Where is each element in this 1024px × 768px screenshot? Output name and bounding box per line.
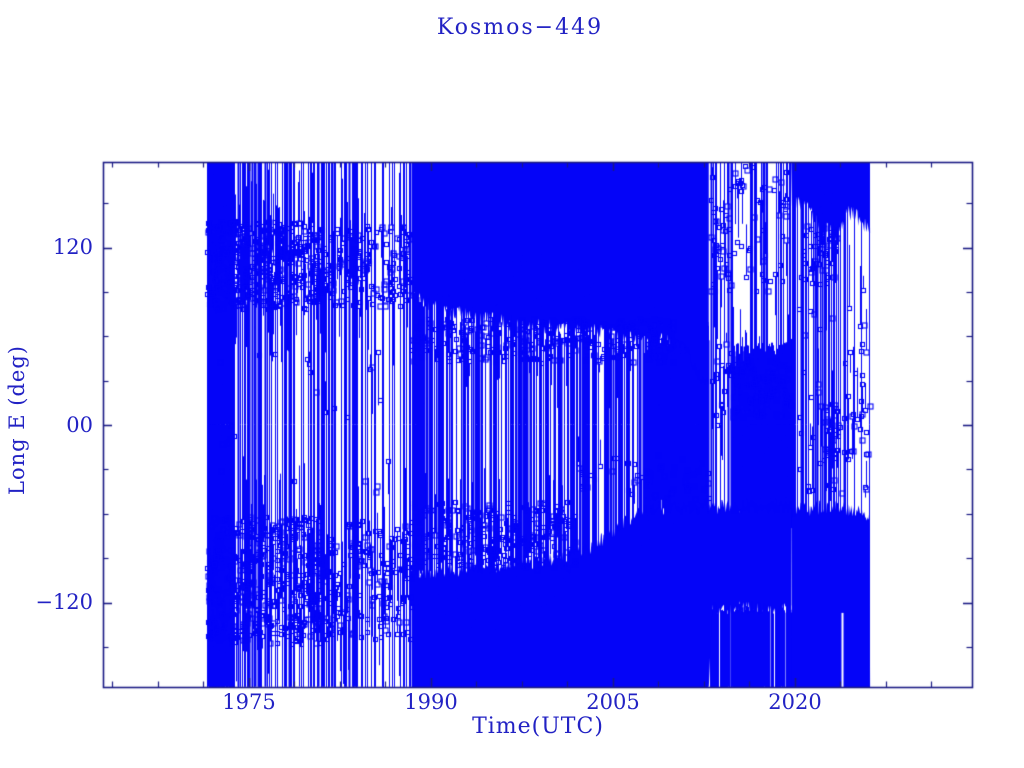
x-tick-label-1990: 1990 xyxy=(404,690,458,714)
x-tick-label-2020: 2020 xyxy=(768,690,822,714)
x-tick-label-1975: 1975 xyxy=(222,690,276,714)
x-axis-label: Time(UTC) xyxy=(472,714,604,739)
x-tick-label-2005: 2005 xyxy=(586,690,640,714)
y-tick-label-00: 00 xyxy=(66,413,93,437)
y-axis-label: Long E (deg) xyxy=(5,345,29,495)
y-tick-label-120: 120 xyxy=(52,235,93,259)
y-tick-label-minus120: −120 xyxy=(35,590,93,614)
chart-title: Kosmos−449 xyxy=(436,15,604,40)
